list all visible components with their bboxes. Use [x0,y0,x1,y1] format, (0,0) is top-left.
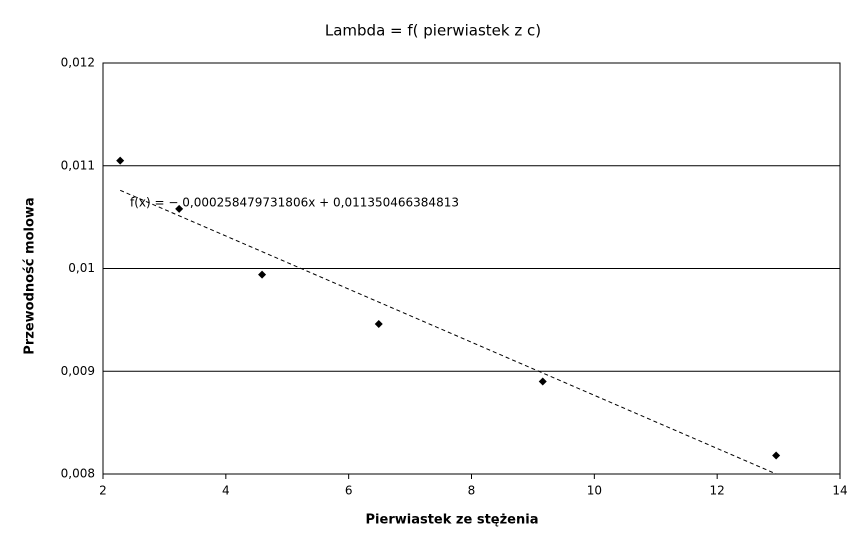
point [116,156,125,165]
y-axis-title: Przewodność molowa [23,197,38,354]
x-tick-label: 4 [222,484,230,498]
point [175,204,184,213]
point [374,319,383,328]
y-tick-label: 0,012 [61,56,95,70]
plot-frame [102,62,841,475]
y-tick-label: 0,01 [68,261,95,275]
x-tick-label: 6 [345,484,353,498]
point [258,270,267,279]
x-tick-label: 8 [468,484,476,498]
x-tick-label: 12 [710,484,725,498]
trendline [119,189,777,475]
chart-title: Lambda = f( pierwiastek z c) [325,22,541,40]
y-tick-label: 0,008 [61,467,95,481]
x-tick-label: 10 [587,484,602,498]
x-axis-title: Pierwiastek ze stężenia [366,513,539,528]
point [538,377,547,386]
x-tick-label: 14 [832,484,847,498]
x-tick-label: 2 [99,484,107,498]
y-tick-label: 0,011 [61,158,95,172]
y-tick-label: 0,009 [61,364,95,378]
trendline-label: f(x) = − 0,000258479731806x + 0,01135046… [130,196,459,210]
point [772,451,781,460]
